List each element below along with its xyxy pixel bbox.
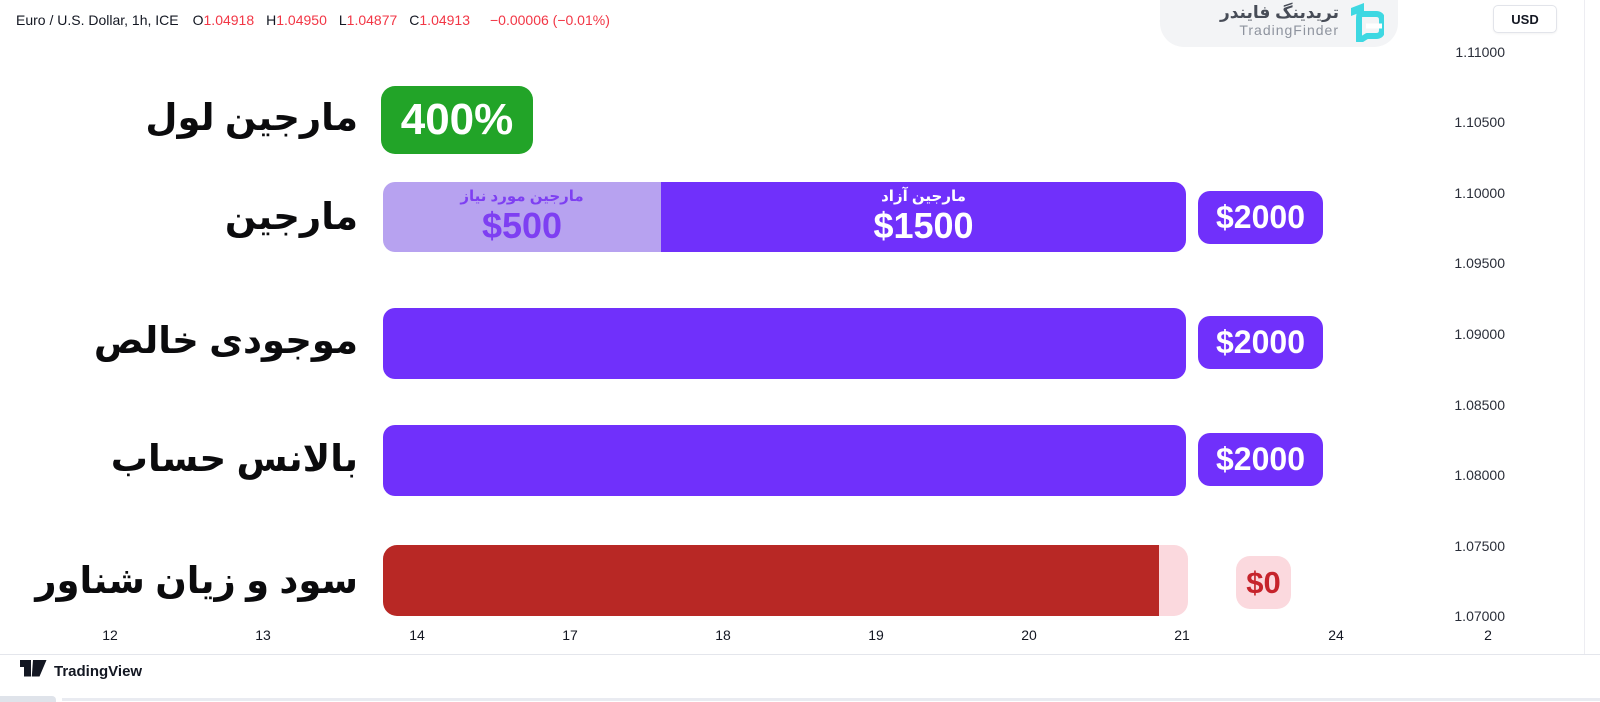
brand-name-english: TradingFinder	[1239, 22, 1339, 39]
ohlc-close: C1.04913	[409, 12, 470, 28]
floating-pl-fill	[383, 545, 1159, 616]
equity-total-badge: $2000	[1198, 316, 1323, 369]
time-label: 18	[715, 627, 731, 643]
free-margin-value: $1500	[873, 204, 974, 246]
free-margin-segment: مارجین آزاد $1500	[661, 182, 1186, 252]
price-label: 1.09000	[1454, 326, 1505, 342]
symbol-info-bar[interactable]: Euro / U.S. Dollar, 1h, ICE O1.04918 H1.…	[16, 10, 610, 30]
price-change: −0.00006 (−0.01%)	[490, 12, 610, 28]
free-margin-title: مارجین آزاد	[881, 188, 966, 206]
ohlc-high: H1.04950	[266, 12, 327, 28]
price-axis-separator	[1584, 0, 1585, 654]
time-label: 19	[868, 627, 884, 643]
price-label: 1.07500	[1454, 538, 1505, 554]
row-label-floating-pl: سود و زیان شناور	[35, 560, 358, 601]
margin-bar: مارجین مورد نیاز $500 مارجین آزاد $1500	[383, 182, 1186, 252]
row-label-margin-level: مارجین لول	[145, 97, 358, 138]
balance-bar	[383, 425, 1186, 496]
margin-level-badge: 400%	[381, 86, 533, 154]
time-label: 13	[255, 627, 271, 643]
time-label: 17	[562, 627, 578, 643]
required-margin-segment: مارجین مورد نیاز $500	[383, 182, 661, 252]
time-label: 2	[1484, 627, 1492, 643]
price-axis[interactable]: 1.11000 1.10500 1.10000 1.09500 1.09000 …	[1454, 0, 1560, 655]
time-label: 24	[1328, 627, 1344, 643]
row-label-equity: موجودی خالص	[93, 320, 358, 361]
row-label-margin: مارجین	[224, 196, 358, 237]
balance-total-badge: $2000	[1198, 433, 1323, 486]
required-margin-title: مارجین مورد نیاز	[460, 188, 584, 206]
tradingview-brand-name: TradingView	[54, 662, 143, 680]
tradingview-logo-icon	[20, 660, 47, 682]
floating-pl-bar	[383, 545, 1188, 616]
floating-pl-remainder	[1159, 545, 1188, 616]
brand-name-farsi: تریدینگ فایندر	[1219, 3, 1339, 23]
tradingfinder-brand-text: تریدینگ فایندر TradingFinder	[1220, 4, 1339, 38]
time-label: 12	[102, 627, 118, 643]
price-label: 1.11000	[1455, 44, 1505, 60]
time-label: 21	[1174, 627, 1190, 643]
equity-bar	[383, 308, 1186, 379]
tradingview-attribution[interactable]: TradingView	[20, 660, 142, 682]
bottom-toolbar-line	[62, 698, 1600, 701]
price-label: 1.09500	[1454, 255, 1505, 271]
time-label: 14	[409, 627, 425, 643]
price-label: 1.07000	[1454, 608, 1505, 624]
currency-label: USD	[1511, 11, 1539, 27]
price-label: 1.08500	[1454, 397, 1505, 413]
margin-total-badge: $2000	[1198, 191, 1323, 244]
time-axis-separator	[0, 654, 1600, 655]
currency-button[interactable]: USD	[1493, 5, 1557, 33]
price-label: 1.08000	[1454, 467, 1505, 483]
price-label: 1.10000	[1454, 185, 1505, 201]
required-margin-value: $500	[481, 204, 563, 246]
tradingfinder-watermark: تریدینگ فایندر TradingFinder	[1160, 0, 1398, 47]
price-label: 1.10500	[1454, 114, 1505, 130]
row-label-balance: بالانس حساب	[110, 438, 358, 479]
floating-pl-badge: $0	[1236, 556, 1291, 609]
ohlc-open: O1.04918	[192, 12, 255, 28]
symbol-title[interactable]: Euro / U.S. Dollar, 1h, ICE	[16, 12, 179, 28]
time-label: 20	[1021, 627, 1037, 643]
tradingfinder-logo-icon	[1350, 2, 1384, 42]
margin-level-value: 400%	[400, 95, 514, 144]
ohlc-low: L1.04877	[338, 12, 398, 28]
bottom-toolbar-edge	[0, 696, 56, 702]
